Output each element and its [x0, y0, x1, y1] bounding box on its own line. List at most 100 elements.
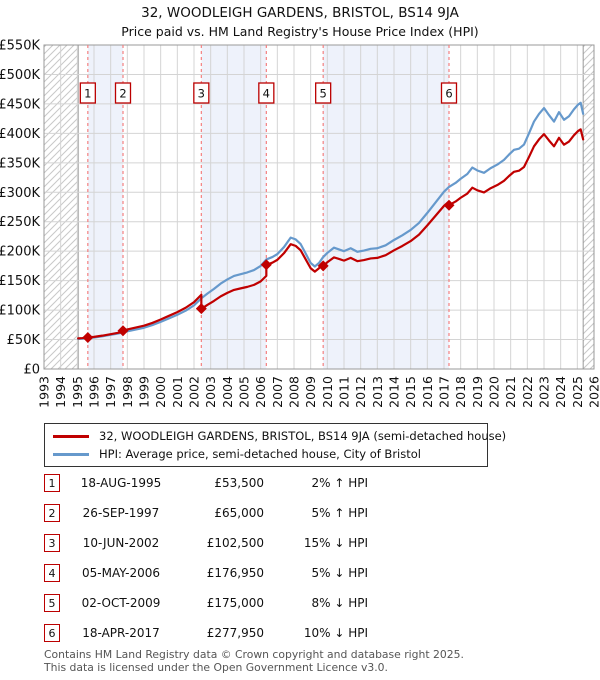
sale-vs-hpi: 5% ↑ HPI [311, 506, 368, 520]
price-paid-line [77, 128, 585, 340]
y-axis-label: £350K [0, 156, 40, 171]
sales-table: 1 18-AUG-1995 £53,500 2% ↑ HPI 2 26-SEP-1997 £… [44, 468, 374, 648]
x-axis-label: 2025 [570, 376, 585, 408]
sale-date: 02-OCT-2009 [81, 596, 161, 610]
x-axis-label: 1997 [103, 376, 118, 408]
legend-line-swatch [53, 452, 89, 456]
sale-date: 05-MAY-2006 [81, 566, 160, 580]
sale-flag-number: 4 [263, 87, 270, 101]
sale-row-6: 6 18-APR-2017 £277,950 10% ↓ HPI [44, 618, 374, 648]
sale-flag-4 [258, 82, 275, 104]
sale-flag-number: 6 [445, 87, 452, 101]
x-axis-label: 2013 [370, 376, 385, 408]
sale-marker-2 [117, 325, 129, 337]
x-axis-label: 2020 [487, 376, 502, 408]
sale-vs-hpi: 15% ↓ HPI [303, 536, 368, 550]
x-axis-label: 2019 [470, 376, 485, 408]
sale-row-3: 3 10-JUN-2002 £102,500 15% ↓ HPI [44, 528, 374, 558]
sale-row-5: 5 02-OCT-2009 £175,000 8% ↓ HPI [44, 588, 374, 618]
sale-row-1: 1 18-AUG-1995 £53,500 2% ↑ HPI [44, 468, 374, 498]
x-axis-label: 2014 [387, 376, 402, 408]
sale-flag-number: 2 [119, 87, 126, 101]
x-axis-label: 2008 [287, 376, 302, 408]
sale-number-badge: 4 [44, 564, 60, 582]
x-axis-label: 2026 [587, 376, 600, 408]
sale-row-2: 2 26-SEP-1997 £65,000 5% ↑ HPI [44, 498, 374, 528]
x-axis-label: 2021 [503, 376, 518, 408]
x-axis-label: 1994 [53, 376, 68, 408]
x-axis-label: 2000 [153, 376, 168, 408]
y-axis-label: £250K [0, 215, 40, 230]
y-axis-label: £450K [0, 97, 40, 112]
x-axis-label: 2017 [437, 376, 452, 408]
y-axis-label: £500K [0, 68, 40, 83]
x-axis-label: 2010 [320, 376, 335, 408]
x-axis-label: 2001 [170, 376, 185, 408]
sale-marker-5 [317, 260, 329, 272]
y-axis-label: £0 [23, 363, 40, 378]
sale-price: £102,500 [206, 536, 264, 550]
legend-item-0: 32, WOODLEIGH GARDENS, BRISTOL, BS14 9JA… [53, 429, 506, 443]
y-axis-label: £300K [0, 186, 40, 201]
y-axis-label: £100K [0, 304, 40, 319]
chart-legend: 32, WOODLEIGH GARDENS, BRISTOL, BS14 9JA… [44, 423, 506, 467]
x-axis-label: 2012 [353, 376, 368, 408]
sale-flag-6 [440, 82, 458, 104]
sale-vs-hpi: 8% ↓ HPI [311, 596, 368, 610]
sale-row-4: 4 05-MAY-2006 £176,950 5% ↓ HPI [44, 558, 374, 588]
page-subtitle: Price paid vs. HM Land Registry's House … [121, 24, 479, 39]
x-axis-label: 2018 [453, 376, 468, 408]
x-axis-label: 2022 [520, 376, 535, 408]
sale-flag-1 [79, 82, 96, 104]
sale-price: £65,000 [214, 506, 264, 520]
sale-flag-5 [315, 82, 332, 104]
y-axis-label: £550K [0, 39, 40, 54]
x-axis-label: 2003 [203, 376, 218, 408]
x-axis-label: 2009 [303, 376, 318, 408]
legend-item-1: HPI: Average price, semi-detached house,… [53, 447, 479, 461]
sale-price: £175,000 [206, 596, 264, 610]
sale-number-badge: 1 [44, 474, 60, 492]
sale-flag-2 [114, 82, 132, 104]
sale-date: 26-SEP-1997 [82, 506, 160, 520]
price-chart: 1 2 3 4 5 6 £0 £50K £100K £150K £200K £250K £300K £35… [0, 39, 600, 408]
x-axis-label: 1993 [37, 376, 52, 408]
sale-marker-4 [260, 259, 272, 271]
sale-date: 10-JUN-2002 [82, 536, 160, 550]
sale-number-badge: 2 [44, 504, 60, 522]
x-axis-label: 1995 [70, 376, 85, 408]
sale-marker-3 [195, 303, 207, 315]
between-sales-band [323, 45, 449, 369]
sale-number-badge: 5 [44, 594, 60, 612]
sale-marker-1 [82, 331, 94, 343]
x-axis-label: 1998 [120, 376, 135, 408]
sale-marker-6 [443, 199, 455, 211]
sale-number-badge: 6 [44, 624, 60, 642]
sale-vs-hpi: 10% ↓ HPI [303, 626, 368, 640]
between-sales-band [201, 45, 267, 369]
sale-flag-number: 3 [198, 87, 205, 101]
license-note: Contains HM Land Registry data © Crown c… [44, 648, 464, 675]
page-title: 32, WOODLEIGH GARDENS, BRISTOL, BS14 9JA [141, 5, 459, 21]
y-axis-label: £50K [7, 333, 41, 348]
y-axis-label: £150K [0, 274, 40, 289]
x-axis-label: 2004 [220, 376, 235, 408]
x-axis-label: 1996 [87, 376, 102, 408]
sale-price: £53,500 [214, 476, 264, 490]
sale-vs-hpi: 5% ↓ HPI [311, 566, 368, 580]
x-axis-label: 2011 [337, 376, 352, 408]
sale-price: £176,950 [206, 566, 264, 580]
y-axis-label: £400K [0, 127, 40, 142]
x-axis-label: 1999 [137, 376, 152, 408]
footer-line-1: Contains HM Land Registry data © Crown c… [44, 648, 464, 661]
sale-flag-number: 1 [84, 87, 91, 101]
sale-date: 18-APR-2017 [82, 626, 160, 640]
sale-number-badge: 3 [44, 534, 60, 552]
sale-date: 18-AUG-1995 [80, 476, 162, 490]
legend-label: HPI: Average price, semi-detached house,… [99, 447, 421, 461]
sale-flag-number: 5 [320, 87, 327, 101]
sale-vs-hpi: 2% ↑ HPI [311, 476, 368, 490]
sale-flag-3 [193, 82, 210, 104]
footer-line-2: This data is licensed under the Open Gov… [44, 660, 388, 674]
x-axis-label: 2016 [420, 376, 435, 408]
